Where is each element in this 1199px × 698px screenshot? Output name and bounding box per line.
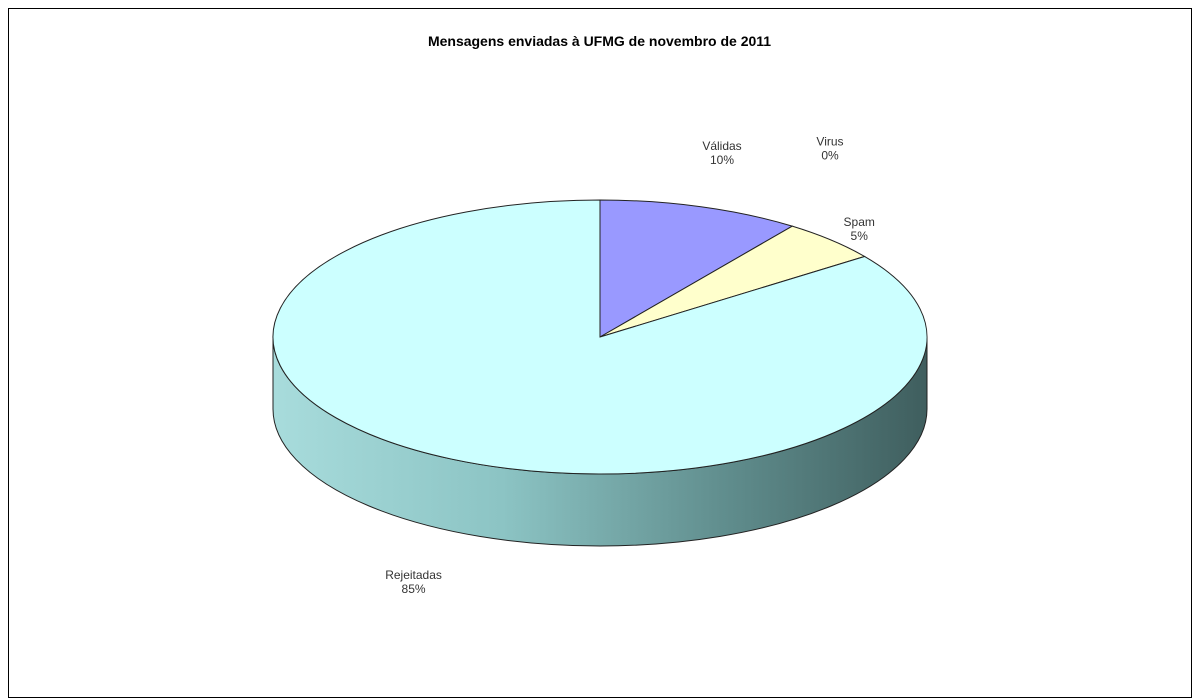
chart-title: Mensagens enviadas à UFMG de novembro de… xyxy=(427,33,772,49)
label-rejeitadas-percent: 85% xyxy=(402,582,426,596)
label-virus-percent: 0% xyxy=(821,148,839,162)
pie-top xyxy=(272,199,928,475)
pie-slice-rejeitadas xyxy=(272,199,928,475)
label-rejeitadas-name: Rejeitadas xyxy=(385,568,442,582)
label-spam-percent: 5% xyxy=(851,229,869,243)
label-vlidas-percent: 10% xyxy=(710,153,734,167)
pie-slice-vlidas xyxy=(599,199,794,338)
label-vlidas-name: Válidas xyxy=(702,139,741,153)
label-virus-name: Virus xyxy=(816,134,843,148)
label-spam-name: Spam xyxy=(844,215,875,229)
